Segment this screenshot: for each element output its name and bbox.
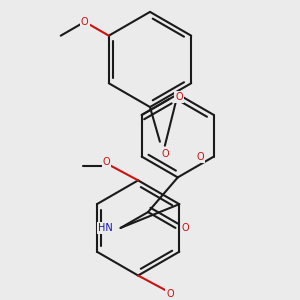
Text: O: O — [182, 223, 189, 233]
Text: O: O — [161, 148, 169, 159]
Text: O: O — [81, 17, 88, 27]
Text: O: O — [166, 289, 174, 299]
Text: O: O — [103, 157, 110, 166]
Text: O: O — [175, 92, 183, 102]
Text: O: O — [196, 152, 204, 162]
Text: HN: HN — [98, 223, 112, 233]
